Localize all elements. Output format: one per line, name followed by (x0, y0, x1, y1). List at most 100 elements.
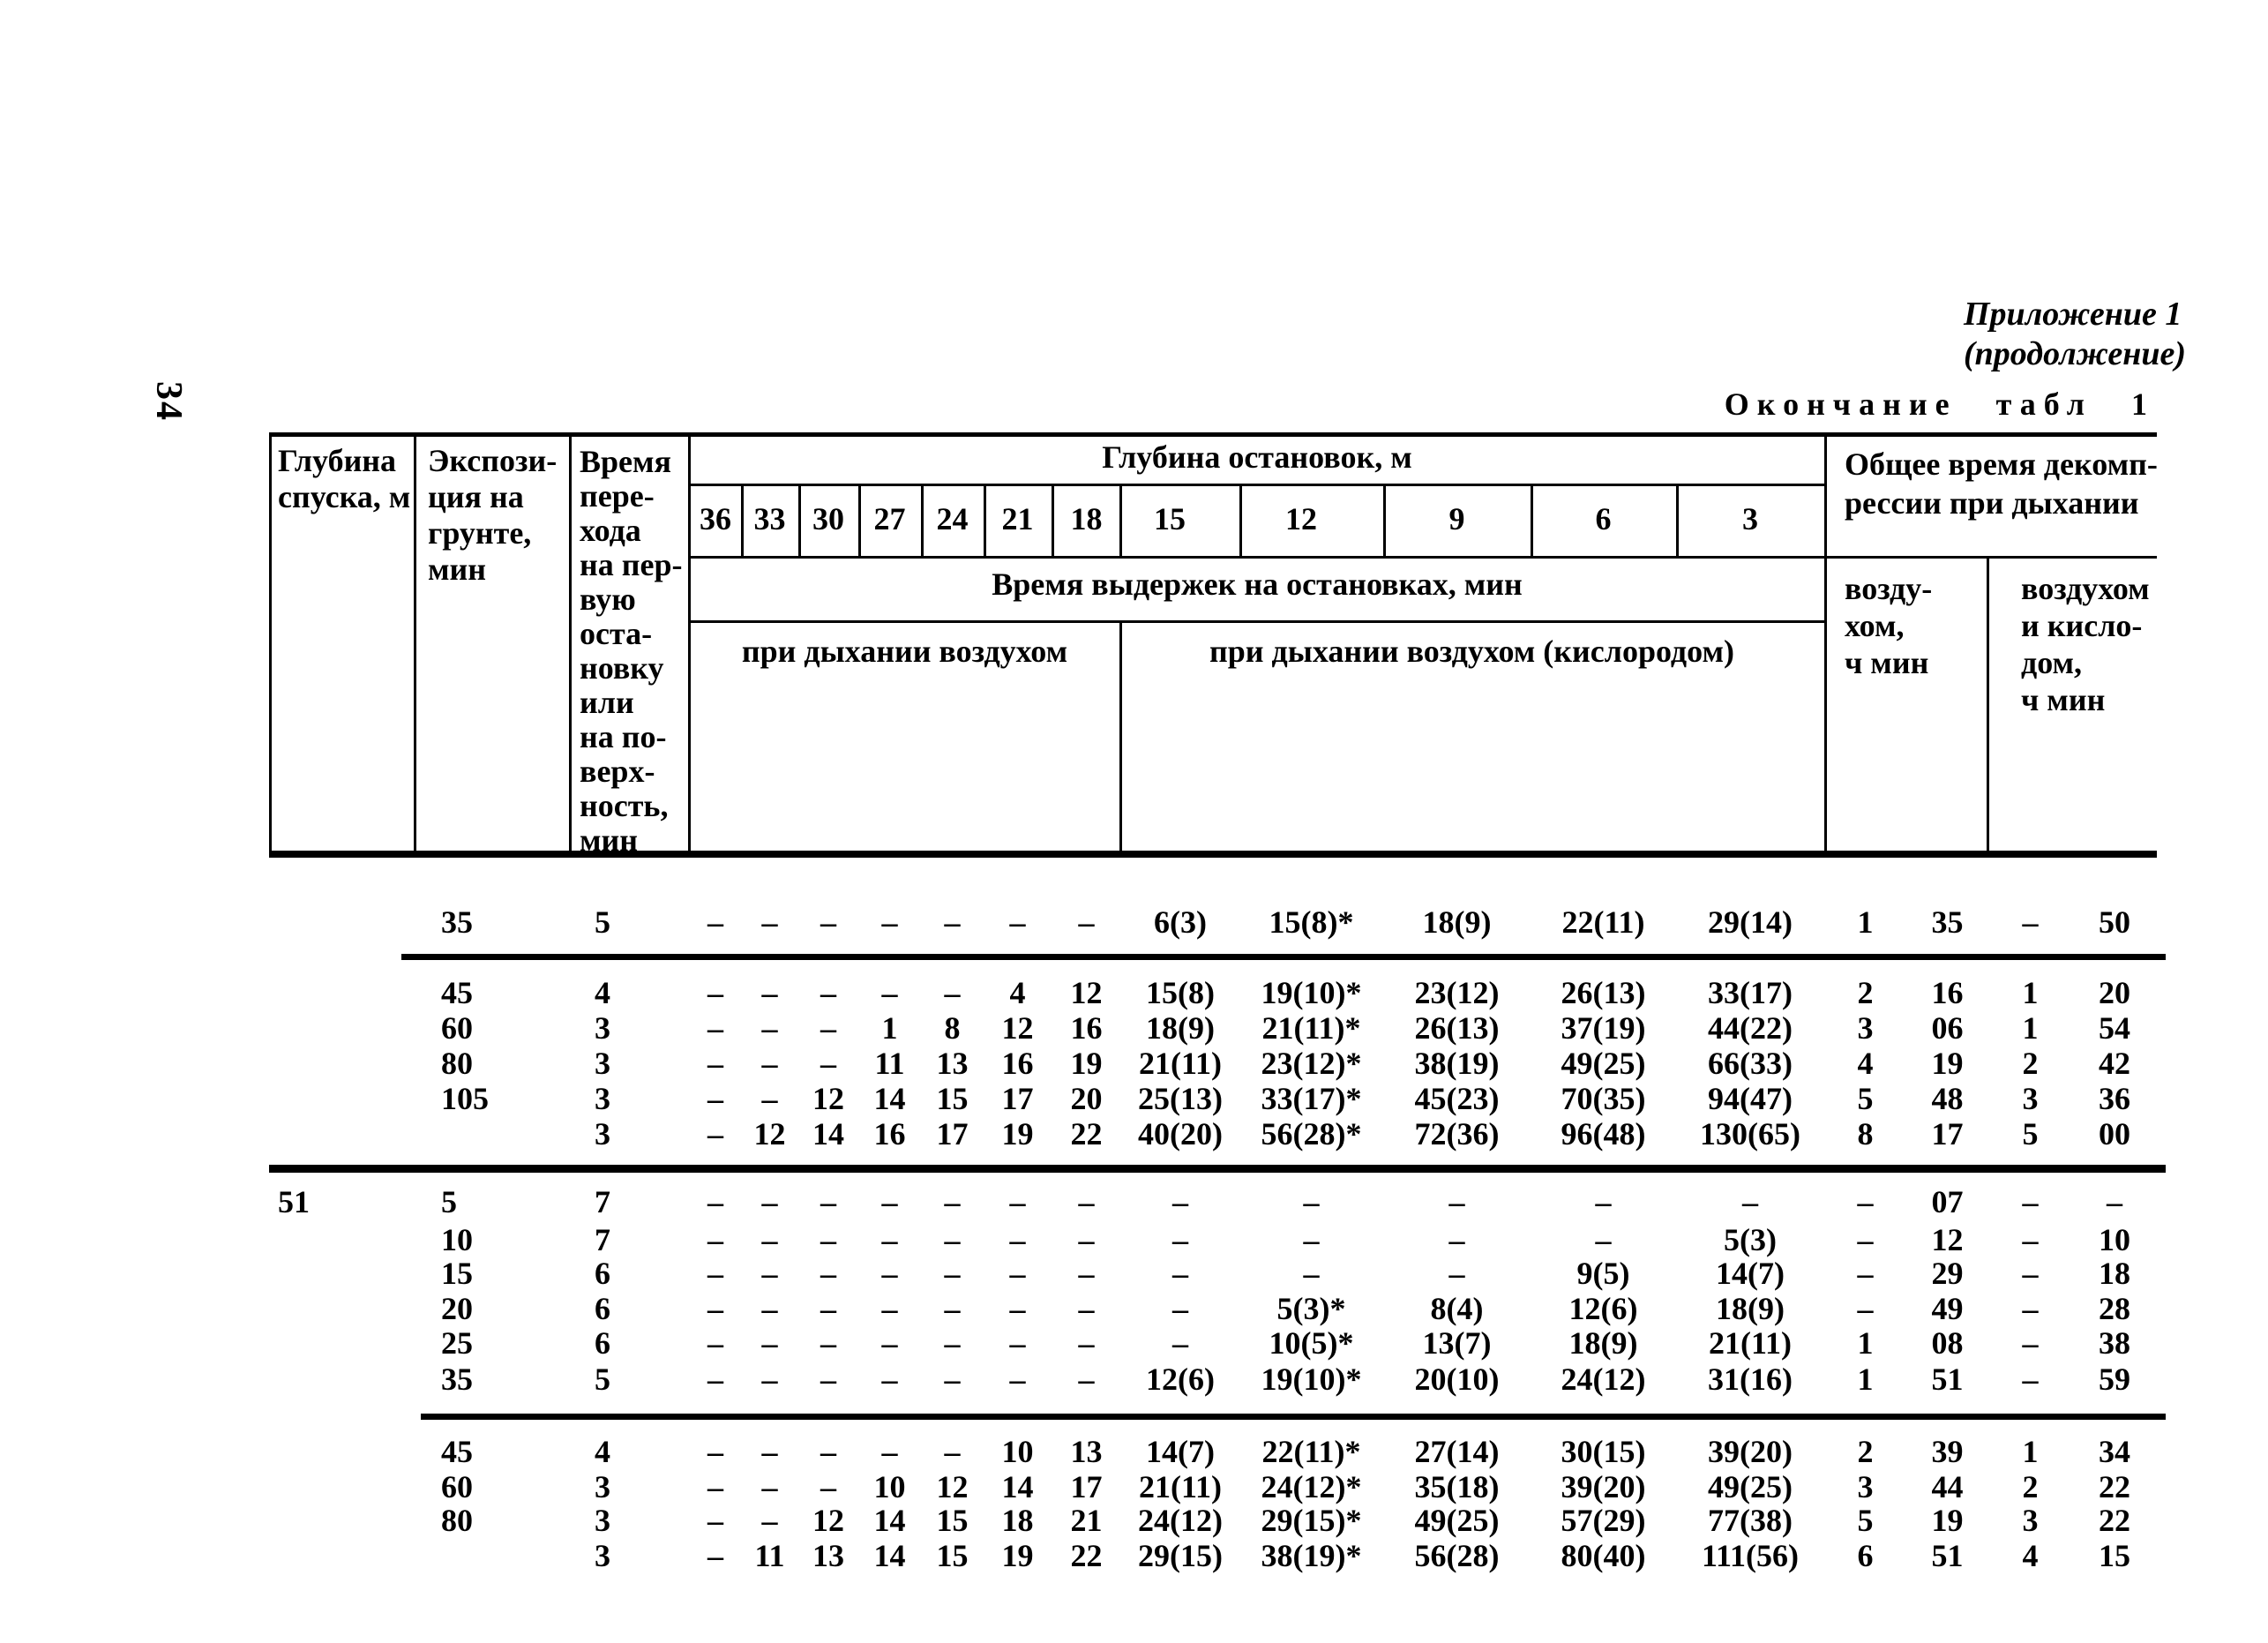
cell-stop-27m: 16 (873, 1116, 906, 1152)
cell-stop-30m: 12 (812, 1081, 844, 1116)
cell-stop-15m: 14(7) (1146, 1434, 1215, 1469)
cell-stop-27m: – (881, 975, 898, 1010)
cell-total-mix-minutes: 36 (2099, 1081, 2130, 1116)
cell-stop-24m: 15 (936, 1538, 969, 1573)
table-row: 105 3– –12 14 15 17 20 25(13) 33(17)* 45(23) 70(35… (269, 1081, 2166, 1116)
table-row: 15 6 – – – – – – – – – – 9(5) 14(7) – 29 – 18 (269, 1256, 2166, 1291)
cell-exposure: 10 (441, 1222, 473, 1257)
rule-box-36-33 (741, 484, 744, 559)
decompression-table: Глубина спуска, м Экспози- ция на грунте… (269, 432, 2166, 1643)
cell-stop-3m: 18(9) (1716, 1291, 1785, 1326)
header-depth-column: Глубина спуска, м (278, 443, 411, 514)
cell-stop-21m: 14 (1001, 1469, 1034, 1504)
stop-depth-3: 3 (1742, 501, 1758, 536)
cell-total-air-minutes: 16 (1931, 975, 1964, 1010)
cell-descent-depth (269, 1291, 401, 1326)
cell-stop-15m: 40(20) (1138, 1116, 1223, 1152)
cell-stop-27m: – (881, 1222, 898, 1257)
cell-stop-36m: – (707, 1222, 723, 1257)
cell-descent-depth (269, 1256, 401, 1291)
cell-stop-24m: – (944, 1291, 961, 1326)
cell-stop-18m: 16 (1070, 1010, 1103, 1046)
cell-total-mix-minutes: 42 (2099, 1046, 2130, 1081)
cell-stop-21m: – (1009, 1256, 1026, 1291)
cell-stop-12m: 38(19)* (1261, 1538, 1362, 1573)
stop-depth-15: 15 (1154, 501, 1186, 536)
cell-stop-18m: 20 (1070, 1081, 1103, 1116)
cell-descent-depth (269, 1010, 401, 1046)
cell-total-mix-minutes: – (2107, 1184, 2122, 1219)
cell-exposure: 60 (441, 1469, 473, 1504)
cell-stop-18m: 19 (1070, 1046, 1103, 1081)
cell-stop-15m: – (1172, 1256, 1188, 1291)
cell-total-mix-hours: 2 (2022, 1046, 2039, 1081)
cell-exposure (416, 1116, 549, 1152)
table-row: 10 7 – – – – – – – – – – – 5(3) – 12 – 10 (269, 1222, 2166, 1257)
cell-stop-15m: 21(11) (1139, 1469, 1222, 1504)
cell-stop-33m: – (761, 1503, 778, 1538)
rule-box-18-15 (1119, 484, 1122, 559)
cell-stop-6m: 37(19) (1561, 1010, 1646, 1046)
cell-total-air-hours: – (1857, 1222, 1874, 1257)
cell-stop-9m: 35(18) (1414, 1469, 1500, 1504)
cell-total-air-minutes: 51 (1931, 1362, 1964, 1397)
cell-stop-36m: – (707, 1538, 723, 1573)
cell-stop-21m: 19 (1001, 1116, 1034, 1152)
cell-stop-33m: – (761, 1184, 778, 1219)
cell-total-mix-hours: – (2022, 1222, 2039, 1257)
cell-stop-24m: 15 (936, 1081, 969, 1116)
cell-total-mix-minutes: 50 (2099, 904, 2130, 940)
rule-air-mix-divider (1987, 556, 1989, 856)
cell-stop-24m: 12 (936, 1469, 969, 1504)
cell-transfer-time: 3 (595, 1010, 610, 1046)
cell-total-air-hours: 2 (1857, 975, 1874, 1010)
cell-total-air-hours: 8 (1857, 1116, 1874, 1152)
stop-depth-12: 12 (1285, 501, 1317, 536)
cell-stop-6m: 39(20) (1561, 1469, 1646, 1504)
rule-breathing-divider (1119, 620, 1122, 856)
cell-stop-3m: 44(22) (1708, 1010, 1793, 1046)
table-row: 80 3 – – – 11 13 16 19 21(11) 23(12)* 38(19) 49(25) 6… (269, 1046, 2166, 1081)
cell-stop-9m: 38(19) (1414, 1046, 1500, 1081)
cell-transfer-time: 7 (595, 1222, 610, 1257)
cell-total-mix-minutes: 59 (2099, 1362, 2130, 1397)
cell-stop-27m: – (881, 1256, 898, 1291)
cell-total-mix-hours: 1 (2022, 975, 2039, 1010)
cell-total-air-minutes: 44 (1931, 1469, 1964, 1504)
cell-stop-18m: – (1078, 1291, 1095, 1326)
cell-stop-15m: 12(6) (1146, 1362, 1215, 1397)
table-row: 20 6 – – – – – – – – 5(3)* 8(4) 12(6) 18(9) – 49 – 28 (269, 1291, 2166, 1326)
cell-stop-12m: 24(12)* (1261, 1469, 1362, 1504)
cell-total-air-hours: – (1857, 1184, 1874, 1219)
table-row: 80 3– –12 14 15 18 21 24(12) 29(15)* 49(25) 57(29)… (269, 1503, 2166, 1538)
cell-total-mix-minutes: 00 (2099, 1116, 2130, 1152)
cell-stop-27m: 11 (874, 1046, 905, 1081)
cell-stop-30m: – (820, 1469, 836, 1504)
cell-stop-9m: – (1448, 1256, 1465, 1291)
cell-stop-9m: 20(10) (1414, 1362, 1500, 1397)
cell-stop-6m: 22(11) (1561, 904, 1645, 940)
cell-total-mix-hours: 1 (2022, 1010, 2039, 1046)
cell-stop-18m: – (1078, 1222, 1095, 1257)
cell-stop-30m: – (820, 1291, 836, 1326)
header-exposure-column: Экспози- ция на грунте, мин (428, 443, 558, 587)
cell-stop-30m: – (820, 1256, 836, 1291)
cell-total-mix-hours: – (2022, 904, 2039, 940)
cell-stop-6m: 96(48) (1561, 1116, 1646, 1152)
cell-stop-33m: 12 (753, 1116, 786, 1152)
cell-total-mix-hours: 1 (2022, 1434, 2039, 1469)
cell-stop-33m: – (761, 1081, 778, 1116)
cell-stop-33m: – (761, 1010, 778, 1046)
cell-stop-33m: – (761, 975, 778, 1010)
cell-stop-24m: – (944, 1362, 961, 1397)
cell-exposure: 15 (441, 1256, 473, 1291)
cell-stop-36m: – (707, 1256, 723, 1291)
cell-stop-12m: 29(15)* (1261, 1503, 1362, 1538)
cell-stop-12m: 56(28)* (1261, 1116, 1362, 1152)
cell-total-air-hours: – (1857, 1256, 1874, 1291)
cell-total-air-minutes: 17 (1931, 1116, 1964, 1152)
cell-stop-36m: – (707, 1434, 723, 1469)
rule-box-24-21 (984, 484, 986, 559)
cell-stop-33m: 11 (754, 1538, 785, 1573)
